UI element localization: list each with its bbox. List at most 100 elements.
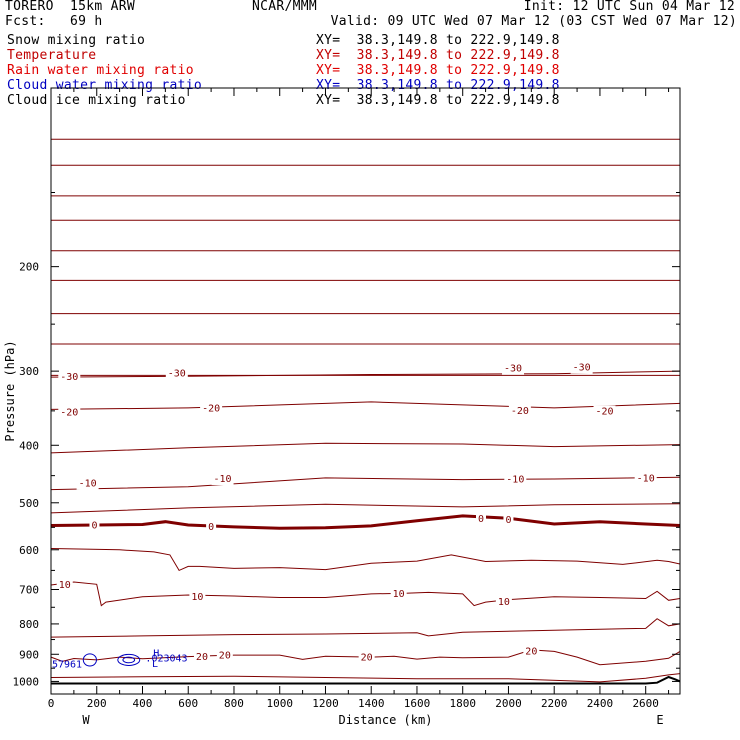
x-tick-label: 200 bbox=[87, 697, 107, 710]
x-tick-label: 1400 bbox=[358, 697, 385, 710]
x-axis-title: Distance (km) bbox=[339, 713, 433, 727]
isotherm-line bbox=[50, 401, 681, 410]
isotherm-label: 20 bbox=[361, 653, 373, 664]
isotherm-label: 10 bbox=[59, 580, 71, 591]
valid-time: Valid: 09 UTC Wed 07 Mar 12 (03 CST Wed … bbox=[330, 14, 737, 29]
isotherm-label-bg bbox=[570, 361, 593, 374]
isotherm-label: -30 bbox=[168, 369, 186, 380]
isotherm-label-bg bbox=[200, 402, 223, 415]
isotherm-label-bg bbox=[58, 406, 81, 419]
isotherm-line bbox=[50, 581, 681, 607]
title-model: TORERO 15km ARW bbox=[5, 0, 136, 14]
y-tick-label: 300 bbox=[19, 365, 39, 378]
isotherm-label: 20 bbox=[219, 651, 231, 662]
x-tick-label: 0 bbox=[48, 697, 55, 710]
isotherm-label: 10 bbox=[498, 597, 510, 608]
isotherm-label-bg bbox=[634, 472, 657, 485]
isotherm-label: 20 bbox=[196, 652, 208, 663]
field-label-cloud-water: Cloud water mixing ratio bbox=[7, 78, 203, 93]
isotherm-label: 10 bbox=[191, 592, 203, 603]
isotherm-label-bg bbox=[189, 590, 206, 603]
isotherm-line bbox=[50, 503, 681, 514]
isotherm-label: -20 bbox=[511, 406, 529, 417]
isotherm-label-bg bbox=[523, 645, 540, 658]
isotherm-line bbox=[50, 618, 681, 638]
y-tick-label: 1000 bbox=[13, 675, 40, 688]
x-tick-label: 2600 bbox=[632, 697, 659, 710]
cloud-water-label: .023043 bbox=[145, 654, 187, 665]
x-tick-label: 2200 bbox=[541, 697, 568, 710]
isotherm-label-bg bbox=[216, 649, 233, 662]
isotherm-lines bbox=[50, 138, 681, 683]
y-tick-label: 200 bbox=[19, 261, 39, 274]
isotherm-line bbox=[50, 673, 681, 683]
isotherm-label-bg bbox=[390, 588, 407, 601]
isotherm-label: -10 bbox=[506, 475, 524, 486]
isotherm-label: 0 bbox=[91, 520, 97, 531]
isotherm-label: 10 bbox=[393, 589, 405, 600]
axes: 0 200 400 600 800 1000 1200 1400 1600 1800 2000 220… bbox=[3, 88, 680, 727]
isotherm-line bbox=[50, 370, 681, 378]
field-label-temperature: Temperature bbox=[7, 48, 97, 63]
isotherm-label-bg bbox=[495, 596, 512, 609]
plot-frame bbox=[50, 87, 681, 695]
field-label-snow: Snow mixing ratio bbox=[7, 33, 146, 48]
cloud-water-label: L bbox=[152, 659, 158, 670]
freezing-level-line bbox=[50, 514, 681, 530]
isotherm-label: -20 bbox=[60, 407, 78, 418]
isotherm-label: -20 bbox=[202, 404, 220, 415]
isotherm-label-bg bbox=[358, 651, 375, 664]
forecast-hour: Fcst: 69 h bbox=[5, 14, 103, 29]
field-xy-cloud-ice: XY= 38.3,149.8 to 222.9,149.8 bbox=[316, 93, 560, 108]
cloud-water-contour bbox=[82, 653, 97, 667]
isotherm-label: -30 bbox=[504, 364, 522, 375]
y-tick-label: 900 bbox=[19, 648, 39, 661]
isotherm-label-bg bbox=[593, 405, 616, 418]
cloud-water-contour bbox=[122, 656, 136, 664]
title-center: NCAR/MMM bbox=[252, 0, 318, 14]
isotherm-label-bg bbox=[211, 473, 234, 486]
isotherm-label-bg bbox=[76, 477, 99, 490]
contour-labels: -30 -30 -30 -30 -20 -20 -20 -20 -10 -10 -10 -10 0 0 0 0… bbox=[56, 361, 657, 664]
isotherm-label: -10 bbox=[79, 479, 97, 490]
y-tick-label: 800 bbox=[19, 618, 39, 631]
isotherm-label: -10 bbox=[214, 474, 232, 485]
field-label-cloud-ice: Cloud ice mixing ratio bbox=[7, 93, 186, 108]
x-tick-label: 2400 bbox=[587, 697, 614, 710]
isotherm-line bbox=[50, 442, 681, 454]
isotherm-label-bg bbox=[89, 519, 100, 532]
x-tick-label: 1000 bbox=[266, 697, 293, 710]
field-xy-snow: XY= 38.3,149.8 to 222.9,149.8 bbox=[316, 33, 560, 48]
isotherm-label: 20 bbox=[525, 646, 537, 657]
isotherm-label: -30 bbox=[60, 372, 78, 383]
isotherm-label-bg bbox=[206, 520, 217, 533]
isotherm-label-bg bbox=[503, 514, 514, 527]
east-label: E bbox=[656, 713, 663, 727]
isotherm-label: -30 bbox=[573, 363, 591, 374]
isotherm-label-bg bbox=[508, 404, 531, 417]
isotherm-label-bg bbox=[504, 473, 527, 486]
cloud-water-label: 57961 bbox=[52, 660, 82, 671]
y-tick-label: 600 bbox=[19, 544, 39, 557]
isotherm-label: -10 bbox=[637, 473, 655, 484]
terrain-line bbox=[51, 675, 681, 685]
field-xy-rain: XY= 38.3,149.8 to 222.9,149.8 bbox=[316, 63, 560, 78]
x-tick-label: 800 bbox=[224, 697, 244, 710]
west-label: W bbox=[82, 713, 90, 727]
isotherm-line bbox=[50, 548, 681, 572]
init-time: Init: 12 UTC Sun 04 Mar 12 bbox=[523, 0, 735, 14]
x-tick-label: 600 bbox=[178, 697, 198, 710]
isotherm-label-bg bbox=[193, 651, 210, 664]
x-tick-label: 1600 bbox=[404, 697, 431, 710]
isotherm-label-bg bbox=[165, 367, 188, 380]
isotherm-label: 0 bbox=[478, 514, 484, 525]
x-tick-label: 1200 bbox=[312, 697, 339, 710]
field-label-rain: Rain water mixing ratio bbox=[7, 63, 194, 78]
y-axis-title: Pressure (hPa) bbox=[3, 340, 17, 441]
x-tick-label: 400 bbox=[133, 697, 153, 710]
isotherm-line bbox=[50, 476, 681, 491]
isotherm-label-bg bbox=[476, 512, 487, 525]
y-tick-label: 700 bbox=[19, 584, 39, 597]
cloud-water-contour bbox=[117, 653, 141, 666]
